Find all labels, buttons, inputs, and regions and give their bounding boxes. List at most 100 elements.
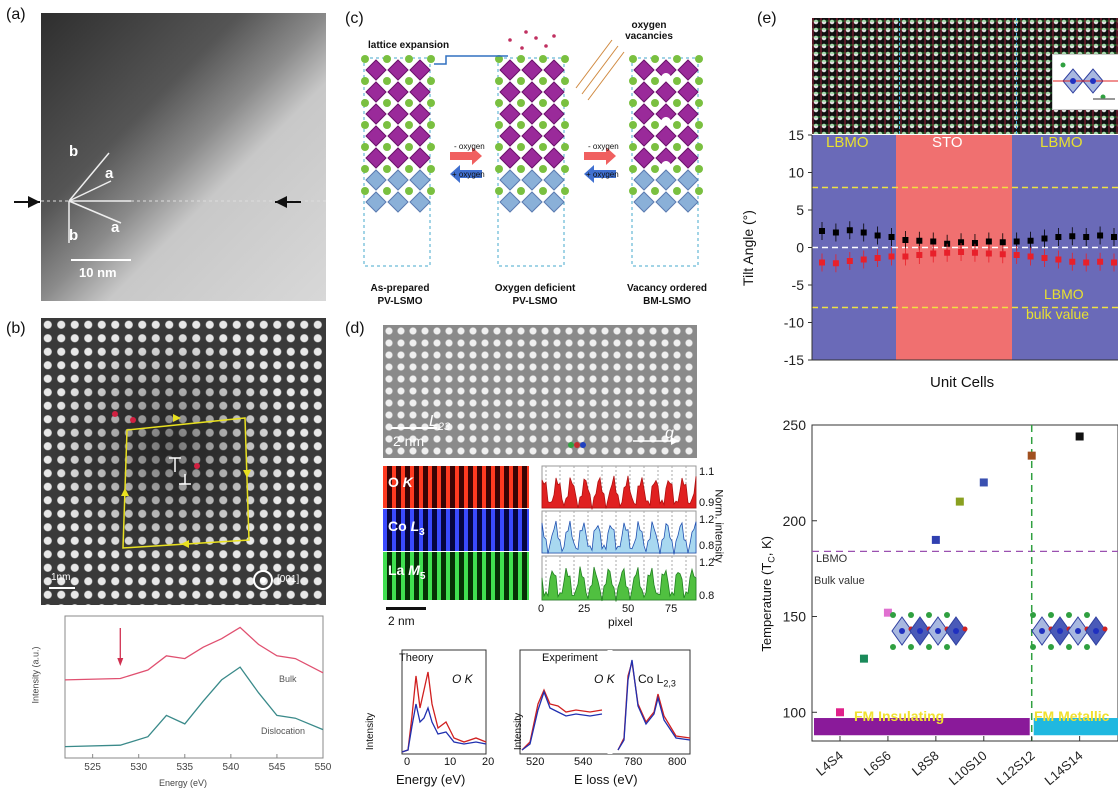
octahedron <box>543 169 565 191</box>
a-site-atom <box>495 121 503 129</box>
theory-series-red <box>401 671 487 753</box>
vacancy-pointer <box>587 51 625 101</box>
state-label-as-prepared: As-prepared PV-LSMO <box>370 283 430 307</box>
a-site-atom <box>651 77 659 85</box>
octahedron <box>365 59 387 81</box>
a-site-atom <box>651 55 659 63</box>
oxygen-particle <box>520 46 524 50</box>
a-site-atom <box>629 55 637 63</box>
a-site-atom <box>695 121 703 129</box>
tilt-region-label: STO <box>932 134 963 151</box>
a-site-atom <box>629 187 637 195</box>
a-site-atom <box>1084 612 1090 618</box>
state-label-vacancy-ordered: Vacancy ordered BM-LSMO <box>626 283 708 307</box>
l23-map-label: L23 <box>429 413 451 434</box>
octahedron <box>365 81 387 103</box>
axis-b-label: b <box>69 227 79 244</box>
a-site-atom <box>361 187 369 195</box>
octahedron <box>633 147 655 169</box>
octahedron <box>543 81 565 103</box>
bulk-label-line1: LBMO <box>1044 286 1084 302</box>
octahedron <box>633 81 655 103</box>
axis-a-label: a <box>105 165 114 182</box>
experiment-ylabel: Intensity <box>513 712 525 751</box>
a-site-atom <box>561 187 569 195</box>
a-site-atom <box>673 55 681 63</box>
octahedron <box>543 125 565 147</box>
unit-cell-outline <box>497 57 565 267</box>
scale-bar-label: 10 nm <box>79 265 117 280</box>
a-site-atom <box>1030 644 1036 650</box>
octahedron <box>633 191 655 213</box>
a-site-atom <box>427 77 435 85</box>
a-site-atom <box>405 121 413 129</box>
octahedron <box>543 191 565 213</box>
spectrum-xtick-label: 545 <box>269 762 286 773</box>
a-site-atom <box>517 121 525 129</box>
oxygen-particle <box>534 36 538 40</box>
tc-ytick-label: 100 <box>783 704 807 720</box>
a-site-atom <box>495 99 503 107</box>
panel-d-label: (d) <box>345 320 365 337</box>
profile-series <box>541 475 697 510</box>
octahedron <box>499 103 521 125</box>
tc-point <box>1075 432 1084 441</box>
a-site-atom <box>695 55 703 63</box>
experiment-series-blue <box>617 659 691 751</box>
a-site-atom <box>651 143 659 151</box>
a-site-atom <box>405 187 413 195</box>
experiment-frame <box>519 649 691 755</box>
profile-series <box>541 520 697 555</box>
oxygen-particle <box>508 38 512 42</box>
octahedron <box>387 103 409 125</box>
theory-plot: Theory O K Intensity 0 10 20 Energy (eV) <box>365 649 495 787</box>
octahedron <box>521 147 543 169</box>
panel-e-stem-image <box>812 18 1118 134</box>
a-site-atom <box>361 143 369 151</box>
pixel-label: pixel <box>608 615 633 629</box>
a-site-atom <box>405 99 413 107</box>
tilt-ytick-label: 15 <box>788 130 804 143</box>
tc-point <box>859 654 868 663</box>
tc-point <box>883 608 892 617</box>
b-site-atom <box>899 628 905 634</box>
tilt-region-label: LBMO <box>1040 134 1083 151</box>
b-site-atom <box>1093 628 1099 634</box>
vacancy-pointer <box>575 39 613 89</box>
perovskite-structure <box>495 55 569 267</box>
octahedron <box>387 169 409 191</box>
octahedron <box>543 103 565 125</box>
band-insulating-label: FM Insulating <box>854 708 945 724</box>
a-site-atom <box>361 165 369 173</box>
octahedron <box>387 81 409 103</box>
state-label-oxygen-deficient: Oxygen deficient PV-LSMO <box>494 283 576 307</box>
vacancy-pointer <box>581 45 619 95</box>
a-site-atom <box>1066 612 1072 618</box>
a-site-atom <box>405 143 413 151</box>
octahedron <box>499 169 521 191</box>
octahedron <box>409 81 431 103</box>
a-site-atom <box>427 55 435 63</box>
a-site-atom <box>1048 612 1054 618</box>
oxygen-particle <box>544 44 548 48</box>
octahedron <box>543 147 565 169</box>
tc-ytick-label: 200 <box>783 513 807 529</box>
tc-xtick-label: L8S8 <box>909 748 942 779</box>
experiment-xlabel: E loss (eV) <box>574 772 638 787</box>
tilt-ytick-label: 10 <box>788 165 804 181</box>
map-co-l3 <box>383 509 529 551</box>
a-site-atom <box>561 121 569 129</box>
a-site-atom <box>361 55 369 63</box>
tc-xtick-label: L6S6 <box>861 748 894 779</box>
a-site-atom <box>495 77 503 85</box>
a-site-atom <box>673 187 681 195</box>
tilt-ytick-label: -10 <box>784 315 804 331</box>
spectrum-xlabel: Energy (eV) <box>159 778 208 788</box>
a-site-atom <box>1066 644 1072 650</box>
a-site-atom <box>495 187 503 195</box>
a-site-atom <box>517 99 525 107</box>
tc-chart: 250 200 150 100 L4S4 L6S6 L8S8 L10S10 L12S12 L14S… <box>750 415 1118 789</box>
oxygen-particle <box>552 34 556 38</box>
octahedron <box>409 103 431 125</box>
a-site-atom <box>539 165 547 173</box>
